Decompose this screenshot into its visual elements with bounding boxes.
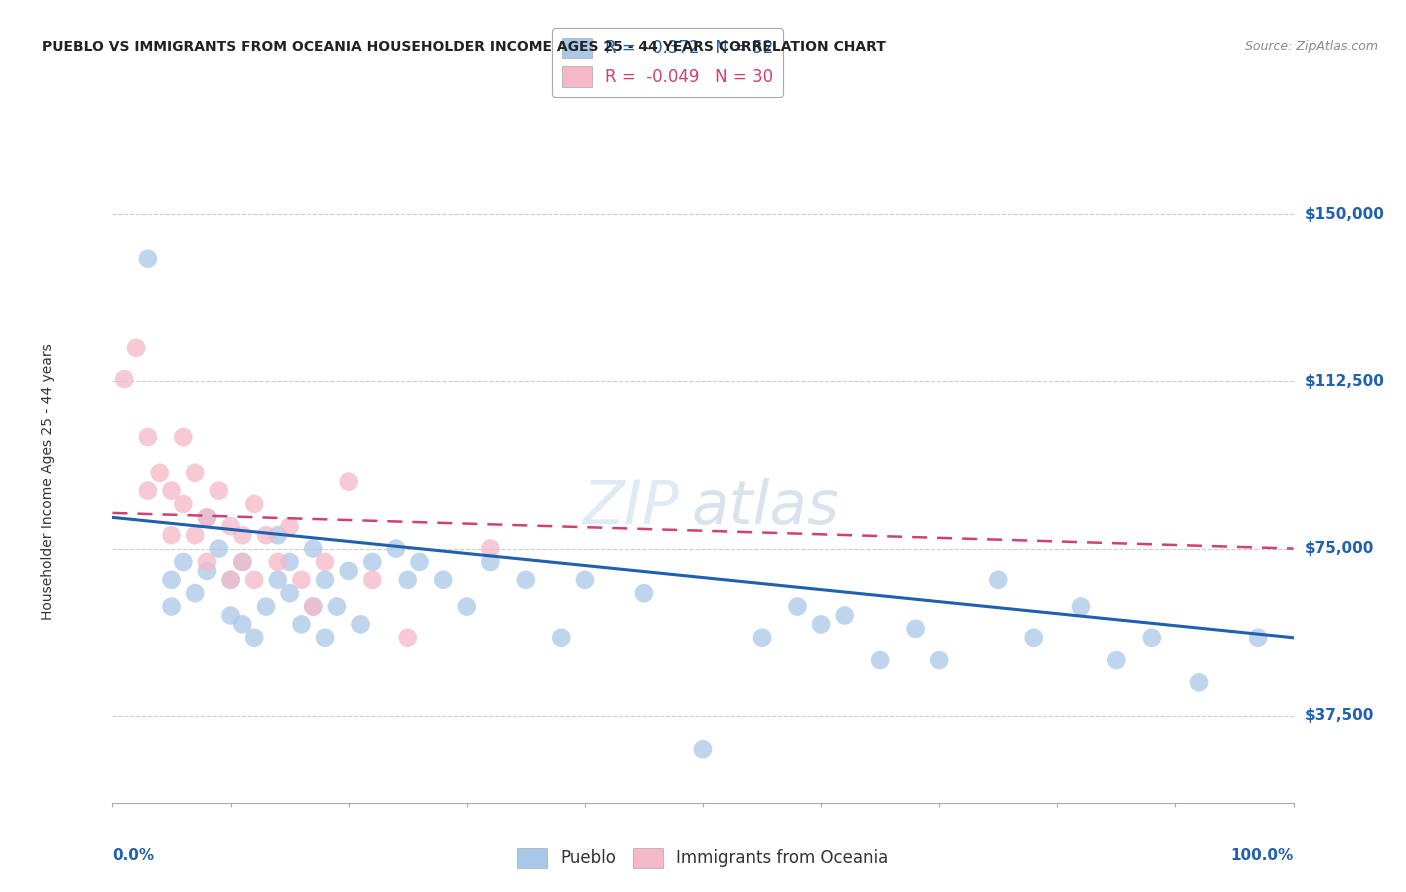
Point bbox=[1022, 631, 1045, 645]
Point bbox=[208, 483, 231, 498]
Point bbox=[136, 252, 159, 266]
Point bbox=[1247, 631, 1270, 645]
Legend: Pueblo, Immigrants from Oceania: Pueblo, Immigrants from Oceania bbox=[510, 841, 896, 875]
Point bbox=[231, 555, 253, 569]
Point bbox=[408, 555, 430, 569]
Point bbox=[515, 573, 537, 587]
Point bbox=[928, 653, 950, 667]
Point bbox=[314, 573, 336, 587]
Point bbox=[337, 564, 360, 578]
Point bbox=[184, 586, 207, 600]
Point bbox=[267, 573, 290, 587]
Point bbox=[633, 586, 655, 600]
Point bbox=[172, 497, 194, 511]
Point bbox=[1140, 631, 1163, 645]
Point bbox=[302, 599, 325, 614]
Point bbox=[456, 599, 478, 614]
Point bbox=[290, 573, 312, 587]
Text: PUEBLO VS IMMIGRANTS FROM OCEANIA HOUSEHOLDER INCOME AGES 25 - 44 YEARS CORRELAT: PUEBLO VS IMMIGRANTS FROM OCEANIA HOUSEH… bbox=[42, 40, 886, 54]
Point bbox=[195, 510, 218, 524]
Point bbox=[195, 555, 218, 569]
Point bbox=[479, 555, 502, 569]
Point bbox=[278, 519, 301, 533]
Point bbox=[337, 475, 360, 489]
Text: $112,500: $112,500 bbox=[1305, 374, 1385, 389]
Text: $150,000: $150,000 bbox=[1305, 207, 1385, 221]
Point bbox=[184, 466, 207, 480]
Point bbox=[550, 631, 572, 645]
Point bbox=[267, 528, 290, 542]
Point bbox=[160, 599, 183, 614]
Point bbox=[208, 541, 231, 556]
Point bbox=[195, 564, 218, 578]
Point bbox=[1105, 653, 1128, 667]
Point bbox=[385, 541, 408, 556]
Point bbox=[314, 555, 336, 569]
Text: atlas: atlas bbox=[692, 478, 839, 537]
Legend: R =  -0.372   N = 52, R =  -0.049   N = 30: R = -0.372 N = 52, R = -0.049 N = 30 bbox=[551, 28, 783, 96]
Point bbox=[751, 631, 773, 645]
Text: $75,000: $75,000 bbox=[1305, 541, 1374, 556]
Point bbox=[349, 617, 371, 632]
Point bbox=[904, 622, 927, 636]
Text: $37,500: $37,500 bbox=[1305, 708, 1374, 723]
Point bbox=[278, 555, 301, 569]
Text: Source: ZipAtlas.com: Source: ZipAtlas.com bbox=[1244, 40, 1378, 54]
Point bbox=[396, 631, 419, 645]
Point bbox=[219, 519, 242, 533]
Point bbox=[160, 483, 183, 498]
Point bbox=[243, 631, 266, 645]
Text: Householder Income Ages 25 - 44 years: Householder Income Ages 25 - 44 years bbox=[41, 343, 55, 620]
Point bbox=[231, 617, 253, 632]
Point bbox=[136, 483, 159, 498]
Point bbox=[869, 653, 891, 667]
Point bbox=[219, 573, 242, 587]
Point bbox=[243, 497, 266, 511]
Point bbox=[254, 528, 277, 542]
Point bbox=[1188, 675, 1211, 690]
Point bbox=[314, 631, 336, 645]
Point bbox=[219, 608, 242, 623]
Point bbox=[1070, 599, 1092, 614]
Point bbox=[184, 528, 207, 542]
Point bbox=[278, 586, 301, 600]
Point bbox=[396, 573, 419, 587]
Point bbox=[302, 541, 325, 556]
Text: 100.0%: 100.0% bbox=[1230, 847, 1294, 863]
Point bbox=[361, 573, 384, 587]
Point bbox=[172, 430, 194, 444]
Point bbox=[243, 573, 266, 587]
Point bbox=[160, 528, 183, 542]
Point bbox=[574, 573, 596, 587]
Point bbox=[219, 573, 242, 587]
Point bbox=[987, 573, 1010, 587]
Point bbox=[112, 372, 135, 386]
Point bbox=[195, 510, 218, 524]
Point bbox=[302, 599, 325, 614]
Point bbox=[136, 430, 159, 444]
Point bbox=[834, 608, 856, 623]
Point bbox=[254, 599, 277, 614]
Point bbox=[267, 555, 290, 569]
Point bbox=[231, 555, 253, 569]
Point bbox=[231, 528, 253, 542]
Text: ZIP: ZIP bbox=[582, 478, 679, 537]
Point bbox=[160, 573, 183, 587]
Text: 0.0%: 0.0% bbox=[112, 847, 155, 863]
Point bbox=[810, 617, 832, 632]
Point bbox=[786, 599, 808, 614]
Point bbox=[149, 466, 172, 480]
Point bbox=[479, 541, 502, 556]
Point bbox=[290, 617, 312, 632]
Point bbox=[432, 573, 454, 587]
Point bbox=[125, 341, 148, 355]
Point bbox=[361, 555, 384, 569]
Point bbox=[172, 555, 194, 569]
Point bbox=[326, 599, 349, 614]
Point bbox=[692, 742, 714, 756]
